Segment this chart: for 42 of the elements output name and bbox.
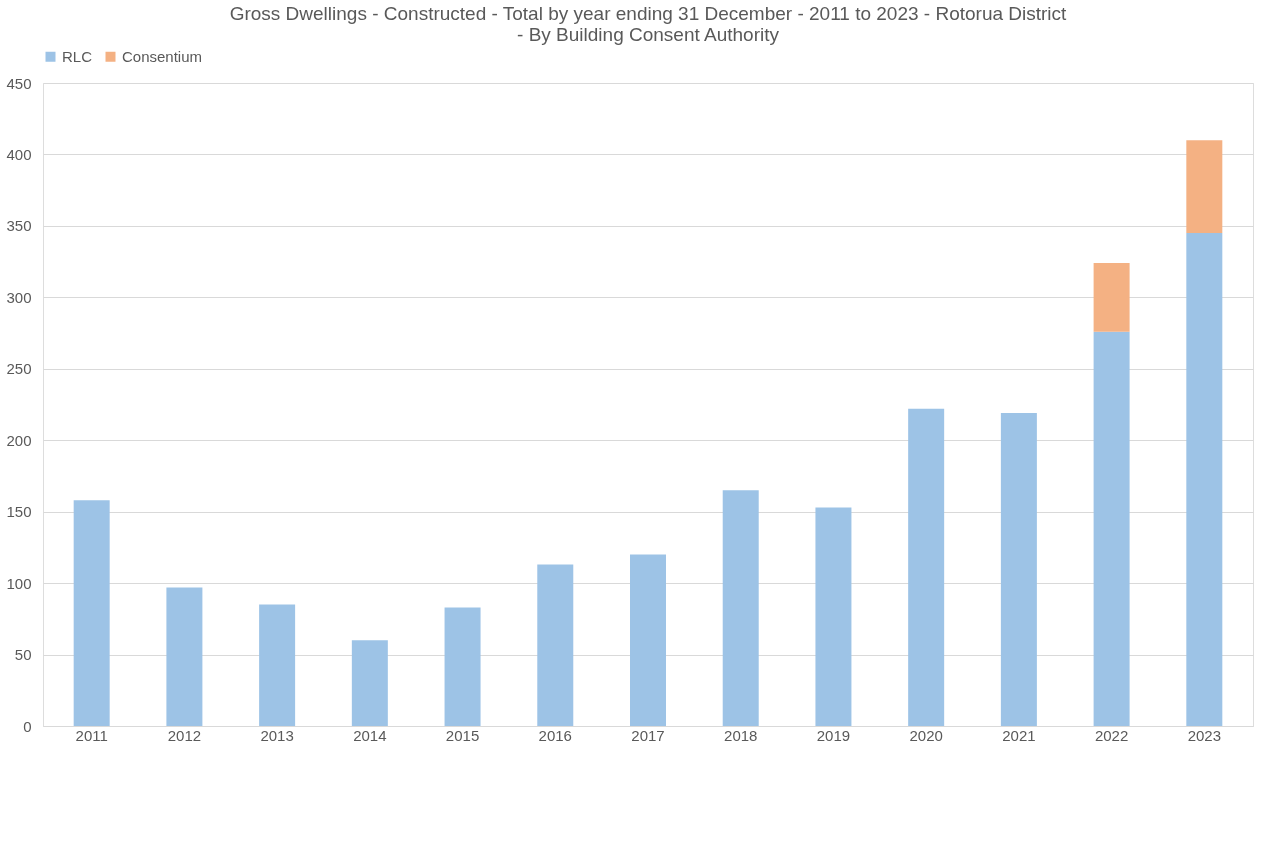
y-tick-label: 400 [6,145,32,163]
bar [1093,331,1130,726]
bar [537,564,574,726]
y-tick-label: 200 [6,431,32,449]
x-tick-label: 2021 [1002,726,1036,744]
legend-label: RLC [62,47,93,65]
y-tick-label: 250 [6,360,32,378]
y-tick-label: 50 [14,646,32,664]
x-tick-label: 2012 [167,726,202,744]
x-tick-label: 2023 [1187,726,1222,744]
bar [166,587,203,726]
legend-label: Consentium [122,47,203,65]
x-tick-label: 2019 [816,726,851,744]
y-tick-label: 350 [6,217,32,235]
bar [815,507,852,726]
bar [351,640,388,726]
x-tick-label: 2011 [75,726,108,744]
bar [1186,140,1223,234]
bar [1000,413,1037,726]
x-tick-label: 2015 [445,726,480,744]
y-tick-label: 100 [6,574,32,592]
y-tick-label: 450 [6,74,32,92]
bar [1093,263,1130,332]
y-tick-label: 300 [6,288,32,306]
text: Gross Dwellings - Constructed - Total by year ending 31 December - 2011 to 2023 - Rotorua District [229,3,1067,24]
y-tick-label: 150 [6,503,32,521]
x-tick-label: 2018 [724,726,758,744]
x-tick-label: 2020 [909,726,943,744]
bar [444,607,481,726]
bar [1186,233,1223,726]
bar [722,490,759,726]
bar [908,408,945,726]
x-tick-label: 2016 [538,726,572,744]
x-tick-label: 2017 [631,726,665,744]
x-tick-label: 2014 [353,726,387,744]
x-tick-label: 2013 [260,726,294,744]
y-tick-label: 0 [23,717,32,735]
bar [259,604,296,726]
bar [73,500,110,726]
x-tick-label: 2022 [1094,726,1129,744]
text: - By Building Consent Authority [517,24,779,45]
bar [630,554,666,726]
